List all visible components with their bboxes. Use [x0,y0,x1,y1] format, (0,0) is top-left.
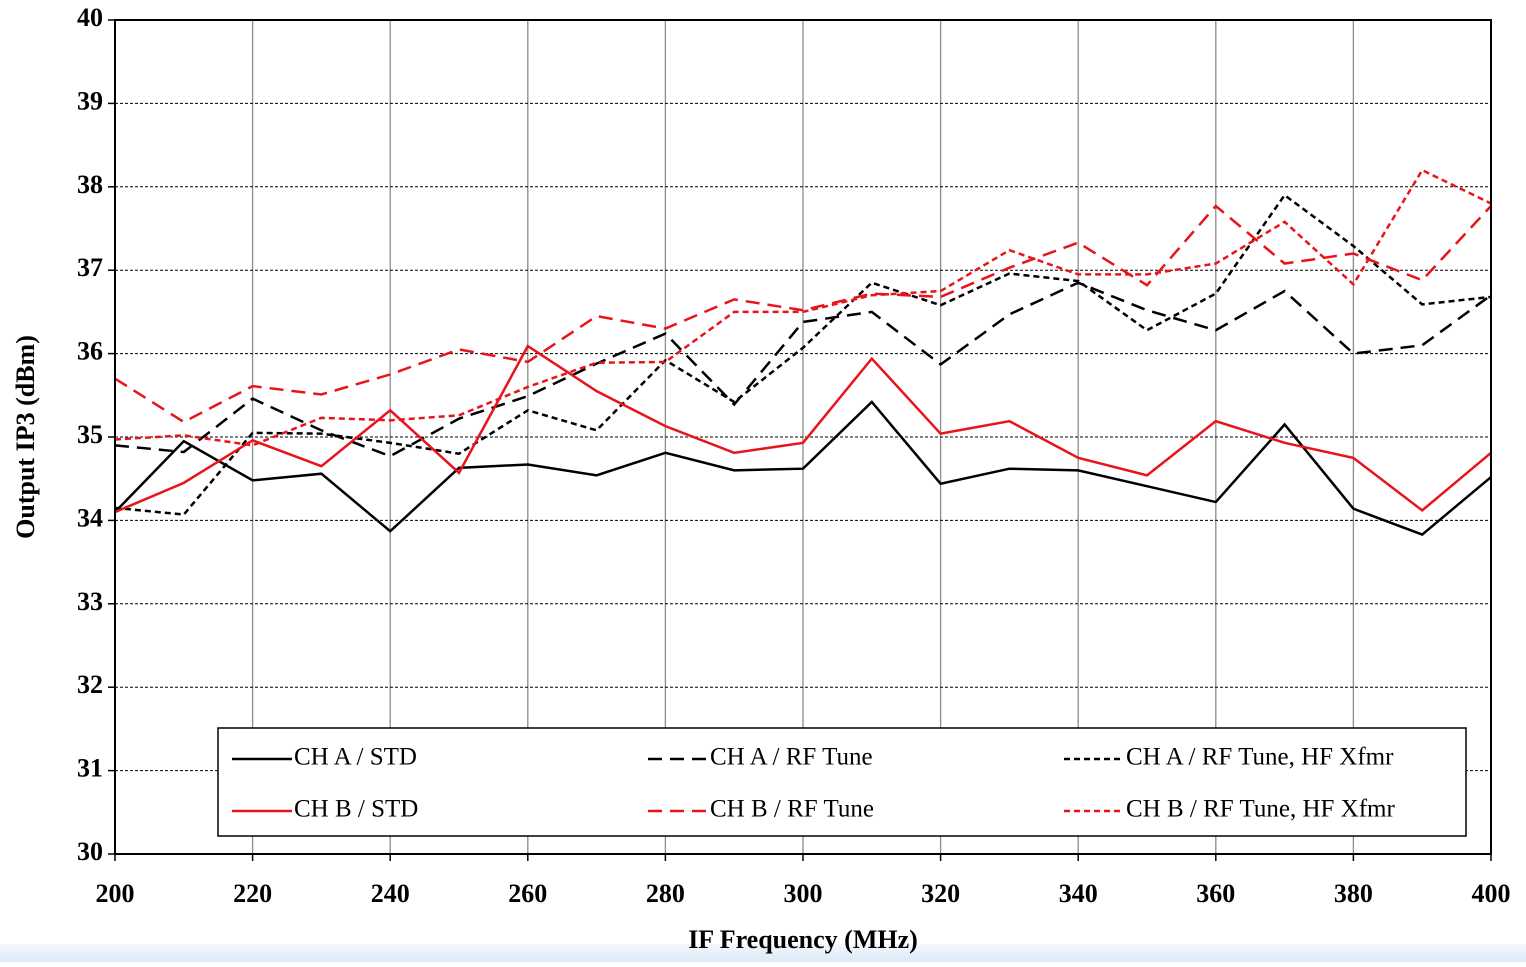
y-tick-label: 35 [77,420,103,449]
legend-label: CH A / RF Tune [710,744,873,771]
footer-strip [0,944,1526,962]
labels: 200 220 240 260 280 300 320 340 360 380 400 30 31 32 3… [77,3,1511,908]
y-axis-title: Output IP3 (dBm) [11,335,40,539]
y-tick-label: 30 [77,837,103,866]
legend-label: CH A / STD [294,744,417,771]
y-tick-label: 33 [77,587,103,616]
x-tick-label: 200 [96,879,135,908]
y-tick-label: 37 [77,253,103,282]
y-tick-label: 31 [77,754,103,783]
series-line [114,193,1492,516]
legend-label: CH B / RF Tune, HF Xfmr [1126,796,1395,823]
x-tick-label: 300 [784,879,823,908]
series-line [114,204,1492,424]
x-axis-title: IF Frequency (MHz) [688,925,918,954]
x-tick-label: 360 [1196,879,1235,908]
legend-box [217,727,1467,837]
x-tick-label: 260 [508,879,547,908]
y-tick-label: 34 [77,503,103,532]
x-tick-label: 220 [233,879,272,908]
legend-label: CH A / RF Tune, HF Xfmr [1126,744,1394,771]
plot-frame [114,19,1492,855]
series-line [114,168,1492,447]
series-line [114,281,1492,458]
x-tick-label: 400 [1472,879,1511,908]
x-tick-label: 380 [1334,879,1373,908]
series-line [114,344,1492,514]
x-tick-label: 280 [646,879,685,908]
x-tick-label: 340 [1059,879,1098,908]
y-tick-label: 36 [77,337,103,366]
series-line [114,400,1492,537]
lines [114,168,1492,537]
y-tick-label: 32 [77,670,103,699]
y-tick-label: 40 [77,3,103,32]
legend-label: CH B / RF Tune [710,796,874,823]
y-tick-label: 39 [77,86,103,115]
x-tick-label: 240 [371,879,410,908]
legend: CH A / STD CH A / RF Tune CH A / RF Tune, … [217,727,1467,837]
x-tick-label: 320 [921,879,960,908]
legend-label: CH B / STD [294,796,418,823]
y-tick-label: 38 [77,170,103,199]
